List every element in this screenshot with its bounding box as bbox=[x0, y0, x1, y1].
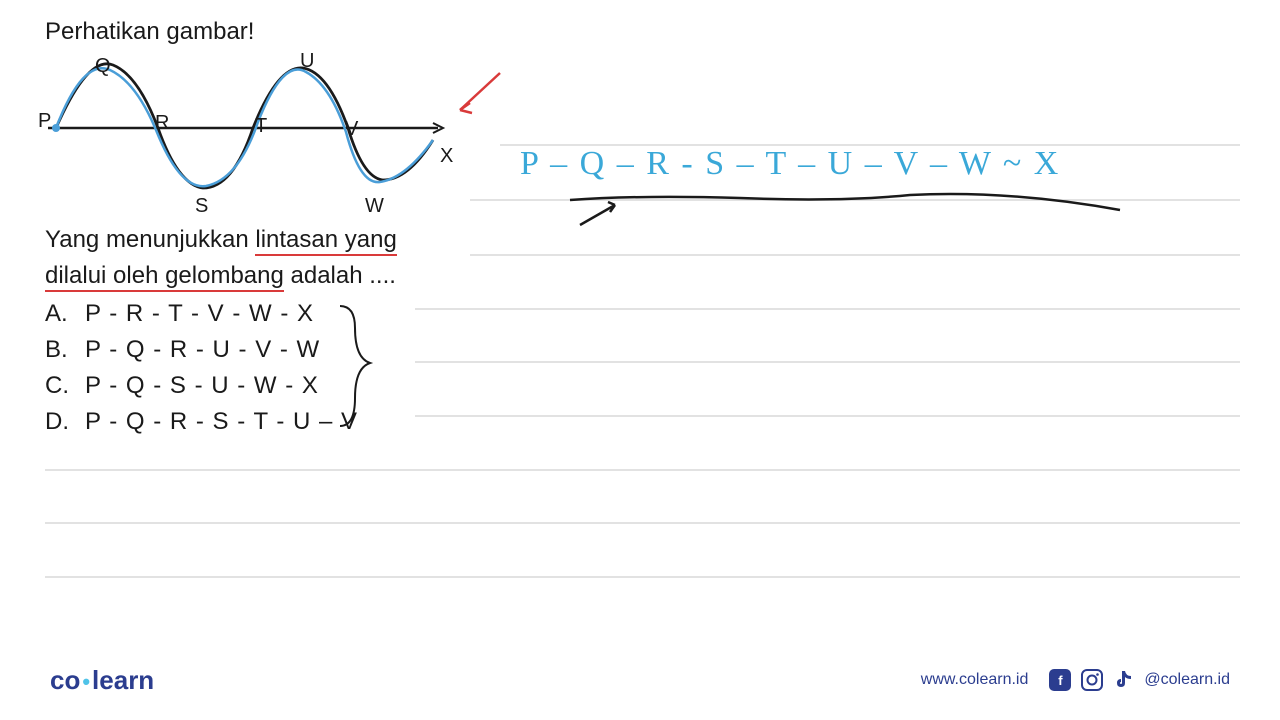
option-c: C. P - Q - S - U - W - X bbox=[45, 372, 358, 400]
footer: co•learn www.colearn.id f @colearn.id bbox=[0, 640, 1280, 720]
option-text-b: P - Q - R - U - V - W bbox=[85, 336, 320, 364]
question-text: Yang menunjukkan lintasan yang dilalui o… bbox=[45, 222, 465, 294]
logo-part-1: co bbox=[50, 665, 80, 695]
option-text-a: P - R - T - V - W - X bbox=[85, 300, 314, 328]
logo-part-2: learn bbox=[92, 665, 154, 695]
question-text-part1: Yang menunjukkan bbox=[45, 226, 255, 253]
logo-dot: • bbox=[82, 669, 90, 694]
option-letter-a: A. bbox=[45, 300, 85, 328]
footer-right: www.colearn.id f @colearn.id bbox=[921, 668, 1230, 692]
option-text-c: P - Q - S - U - W - X bbox=[85, 372, 319, 400]
content-area: Perhatikan gambar! P Q R S T U V W X Yan… bbox=[0, 0, 1280, 640]
option-text-d: P - Q - R - S - T - U – V bbox=[85, 408, 358, 436]
wave-label-v: V bbox=[345, 118, 358, 141]
option-letter-c: C. bbox=[45, 372, 85, 400]
option-letter-b: B. bbox=[45, 336, 85, 364]
social-handle: @colearn.id bbox=[1144, 671, 1230, 689]
question-underline-2: dilalui oleh gelombang bbox=[45, 262, 284, 292]
wave-label-x: X bbox=[440, 145, 453, 168]
options-bracket bbox=[325, 298, 385, 448]
wave-label-s: S bbox=[195, 195, 208, 218]
wave-label-t: T bbox=[255, 115, 267, 138]
wave-label-r: R bbox=[155, 112, 169, 135]
facebook-icon: f bbox=[1048, 668, 1072, 692]
tiktok-icon bbox=[1112, 668, 1136, 692]
question-underline-1: lintasan yang bbox=[255, 226, 396, 256]
option-letter-d: D. bbox=[45, 408, 85, 436]
option-a: A. P - R - T - V - W - X bbox=[45, 300, 358, 328]
red-arrow-annotation bbox=[450, 65, 510, 125]
handwritten-answer: P – Q – R - S – T – U – V – W ~ X bbox=[520, 145, 1060, 183]
instagram-icon bbox=[1080, 668, 1104, 692]
wave-label-p: P bbox=[38, 110, 51, 133]
option-d: D. P - Q - R - S - T - U – V bbox=[45, 408, 358, 436]
squiggle-underline bbox=[560, 190, 1140, 240]
social-links: f @colearn.id bbox=[1048, 668, 1230, 692]
option-b: B. P - Q - R - U - V - W bbox=[45, 336, 358, 364]
wave-label-q: Q bbox=[95, 55, 111, 78]
options-list: A. P - R - T - V - W - X B. P - Q - R - … bbox=[45, 300, 358, 444]
wave-label-u: U bbox=[300, 50, 314, 73]
brand-logo: co•learn bbox=[50, 665, 154, 696]
wave-label-w: W bbox=[365, 195, 384, 218]
website-url: www.colearn.id bbox=[921, 671, 1029, 689]
question-text-part3: adalah .... bbox=[284, 262, 396, 289]
